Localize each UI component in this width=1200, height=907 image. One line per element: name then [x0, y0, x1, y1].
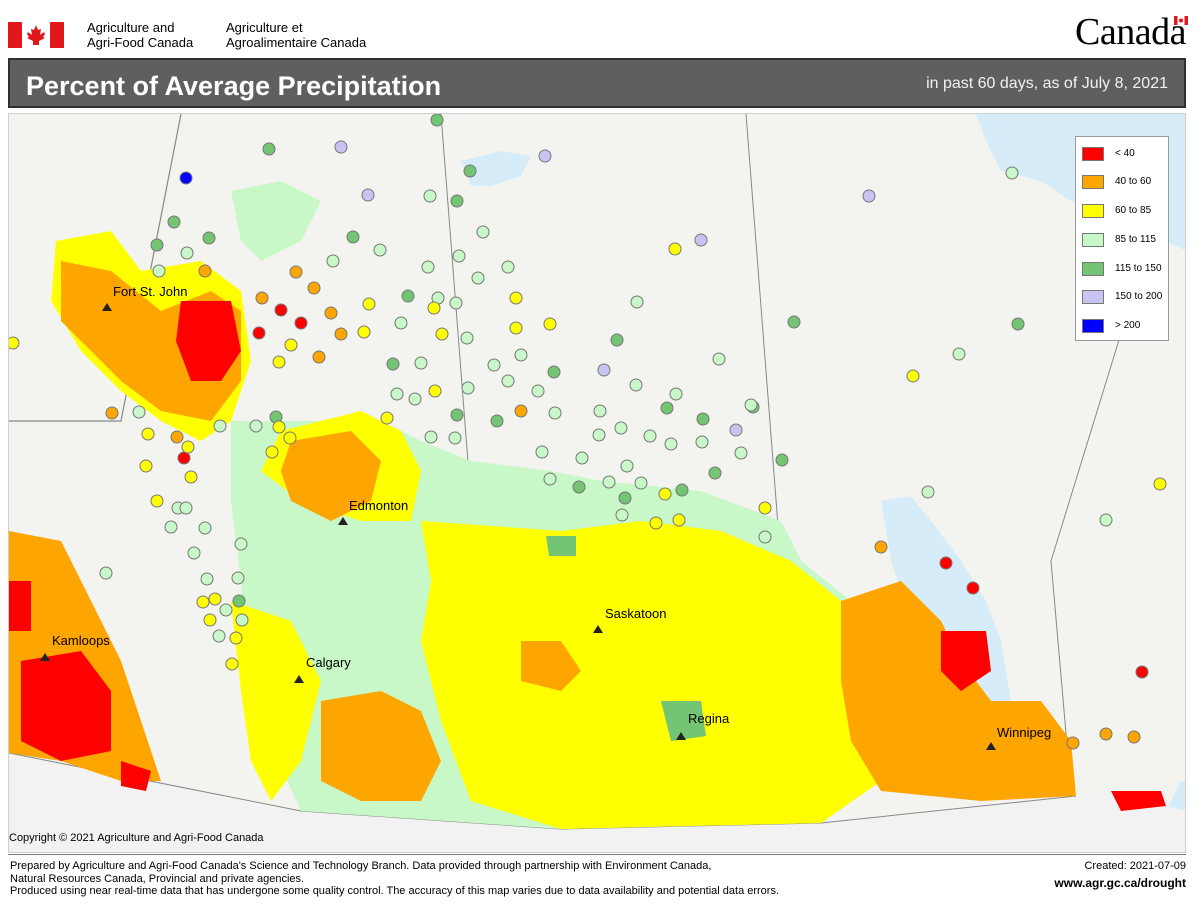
footer-line2: Natural Resources Canada, Provincial and…: [10, 872, 305, 885]
precip-region-40-60-edmonton: [281, 431, 381, 521]
precip-region-lt40-west-bc: [9, 581, 31, 631]
legend-label: < 40: [1115, 148, 1135, 159]
city-marker-saskatoon: [593, 625, 603, 633]
department-name-english: Agriculture and Agri-Food Canada: [87, 20, 193, 50]
footer-line3: Produced using near real-time data that …: [10, 885, 780, 897]
precip-region-lt40-south-bc: [121, 761, 151, 791]
dept-en-line2: Agri-Food Canada: [87, 35, 194, 50]
precip-region-60-85-central: [421, 521, 881, 829]
legend-swatch: [1082, 319, 1104, 333]
city-marker-winnipeg: [986, 742, 996, 750]
footer-line1: Prepared by Agriculture and Agri-Food Ca…: [10, 860, 712, 872]
city-marker-edmonton: [338, 517, 348, 525]
precip-region-40-60-saskatoon: [521, 641, 581, 691]
precipitation-map: Fort St. John Edmonton Kamloops Calgary …: [8, 113, 1186, 853]
precip-region-40-60-south-ab: [321, 691, 441, 801]
city-label-fort-st-john: Fort St. John: [113, 284, 188, 299]
legend-swatch: [1082, 204, 1104, 218]
map-subtitle: in past 60 days, as of July 8, 2021: [926, 75, 1168, 92]
usa-area: [9, 753, 1185, 852]
legend-label: > 200: [1115, 320, 1141, 331]
precip-region-lt40-ontario: [1111, 791, 1166, 811]
mini-flag-icon: [1174, 16, 1188, 25]
city-marker-fort-st-john: [102, 303, 112, 311]
title-bar: Percent of Average Precipitation in past…: [8, 58, 1186, 108]
city-marker-regina: [676, 732, 686, 740]
legend-label: 150 to 200: [1115, 291, 1163, 302]
precip-region-60-85-calgary: [231, 601, 321, 801]
city-label-winnipeg: Winnipeg: [997, 725, 1052, 740]
legend-label: 40 to 60: [1115, 176, 1152, 187]
city-marker-kamloops: [40, 653, 50, 661]
city-label-edmonton: Edmonton: [349, 498, 409, 513]
city-label-regina: Regina: [688, 711, 730, 726]
station-dots: [9, 114, 1167, 750]
precip-region-lt40-manitoba: [941, 631, 991, 691]
mb-on-border: [1050, 300, 1132, 792]
dept-fr-line1: Agriculture et: [226, 20, 303, 35]
legend-label: 60 to 85: [1115, 205, 1152, 216]
dept-en-line1: Agriculture and: [87, 20, 175, 35]
legend-label: 85 to 115: [1115, 234, 1156, 245]
header: Agriculture and Agri-Food Canada Agricul…: [0, 0, 1200, 60]
city-label-calgary: Calgary: [306, 655, 351, 670]
map-title: Percent of Average Precipitation: [26, 71, 442, 101]
footer-notes: Prepared by Agriculture and Agri-Food Ca…: [10, 860, 910, 898]
department-name-french: Agriculture et Agroalimentaire Canada: [226, 20, 366, 50]
city-label-kamloops: Kamloops: [52, 633, 110, 648]
dept-fr-line2: Agroalimentaire Canada: [226, 35, 367, 50]
legend-swatch: [1082, 233, 1104, 247]
map-legend: < 40 40 to 60 60 to 85 85 to 115 115 to …: [1075, 136, 1169, 341]
precip-region-lt40-kamloops: [21, 651, 111, 761]
legend-swatch: [1082, 147, 1104, 161]
city-marker-calgary: [294, 675, 304, 683]
canada-flag-icon: [8, 22, 64, 48]
lake-athabasca: [461, 151, 531, 186]
precip-region-85-115-north: [231, 181, 321, 261]
created-date: Created: 2021-07-09: [1084, 860, 1186, 872]
city-label-saskatoon: Saskatoon: [605, 606, 667, 621]
footer-divider: [8, 854, 1186, 855]
legend-label: 115 to 150: [1115, 263, 1162, 274]
website-link[interactable]: www.agr.gc.ca/drought: [1054, 876, 1186, 890]
legend-swatch: [1082, 290, 1104, 304]
canada-wordmark: Canada: [1075, 10, 1188, 54]
precip-region-lt40-north-bc: [176, 301, 241, 381]
legend-swatch: [1082, 175, 1104, 189]
precip-region-115-150-regina: [661, 701, 706, 741]
wordmark-text: Canada: [1075, 11, 1186, 53]
precip-region-40-60-manitoba: [841, 581, 1076, 801]
copyright-text: Copyright © 2021 Agriculture and Agri-Fo…: [9, 832, 264, 844]
bc-northern-border: [9, 114, 182, 422]
precip-region-115-150-patch: [546, 536, 576, 556]
legend-swatch: [1082, 262, 1104, 276]
city-markers: [40, 303, 996, 750]
map-canvas: [9, 114, 1185, 852]
